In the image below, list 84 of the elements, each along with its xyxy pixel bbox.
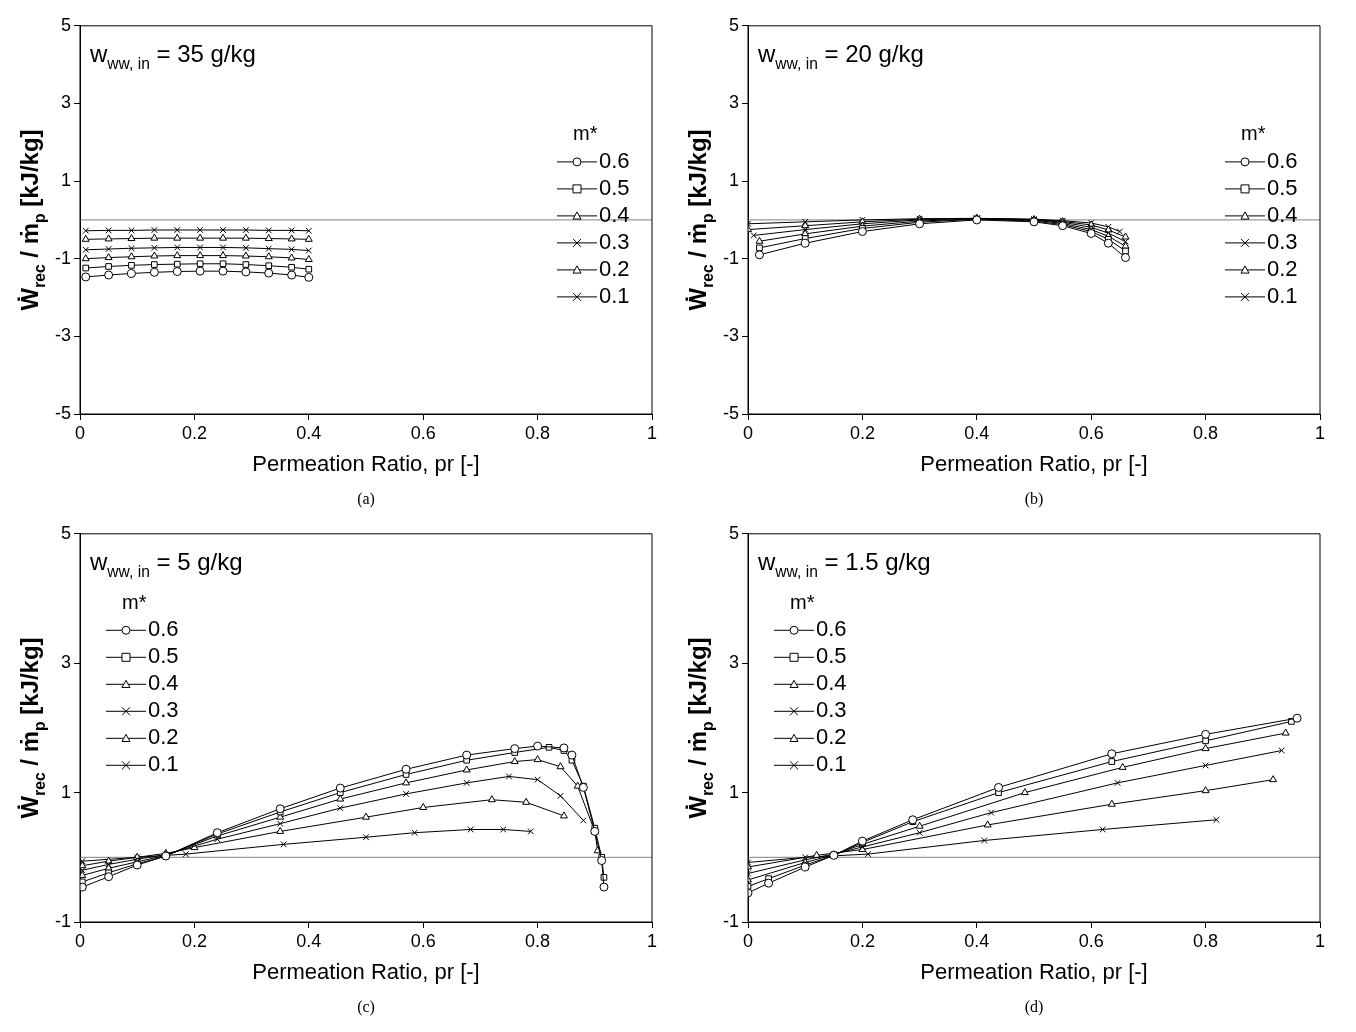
- legend-title: m*: [790, 590, 815, 613]
- x-tick-label: 0.8: [525, 422, 551, 443]
- x-tick-label: 1: [646, 422, 658, 443]
- legend-label: 0.2: [148, 724, 179, 750]
- legend-label: 0.6: [599, 147, 630, 173]
- y-tick-label: -3: [54, 325, 71, 346]
- legend-label: 0.3: [599, 228, 630, 254]
- y-axis-title: Ẇrec / ṁp [kJ/kg]: [16, 637, 49, 819]
- legend-label: 0.2: [816, 724, 847, 750]
- legend-label: 0.1: [1267, 282, 1298, 308]
- legend-label: 0.3: [816, 697, 847, 723]
- y-axis-title: Ẇrec / ṁp [kJ/kg]: [684, 129, 717, 311]
- x-tick-label: 0.2: [181, 930, 207, 951]
- x-tick-label: 0.8: [525, 930, 551, 951]
- y-tick-label: 1: [60, 170, 71, 191]
- y-tick-label: -1: [54, 247, 71, 268]
- y-tick-label: -5: [722, 402, 739, 423]
- y-axis-title: Ẇrec / ṁp [kJ/kg]: [684, 637, 717, 819]
- legend-label: 0.1: [816, 751, 847, 777]
- y-tick-label: 3: [728, 92, 739, 113]
- x-tick-label: 0: [743, 930, 754, 951]
- x-axis-title: Permeation Ratio, pr [-]: [252, 958, 480, 984]
- y-tick-label: -1: [722, 247, 739, 268]
- y-tick-label: 1: [728, 781, 739, 802]
- legend-label: 0.1: [148, 751, 179, 777]
- y-tick-label: 1: [728, 170, 739, 191]
- legend-label: 0.4: [599, 201, 630, 227]
- y-tick-label: 3: [60, 92, 71, 113]
- x-tick-label: 0.6: [1078, 930, 1104, 951]
- y-tick-label: -1: [54, 910, 71, 931]
- x-tick-label: 0.6: [410, 422, 436, 443]
- y-axis-title: Ẇrec / ṁp [kJ/kg]: [16, 129, 49, 311]
- x-tick-label: 1: [1314, 930, 1326, 951]
- legend-label: 0.3: [148, 697, 179, 723]
- y-tick-label: 1: [60, 781, 71, 802]
- x-tick-label: 0.4: [296, 930, 322, 951]
- x-tick-label: 0.6: [410, 930, 436, 951]
- x-axis-title: Permeation Ratio, pr [-]: [920, 450, 1148, 476]
- legend-label: 0.6: [148, 616, 179, 642]
- text: (a): [357, 490, 375, 508]
- legend-label: 0.4: [816, 670, 847, 696]
- x-tick-label: 0.4: [296, 422, 322, 443]
- legend-label: 0.5: [148, 643, 179, 669]
- x-tick-label: 0.2: [181, 422, 207, 443]
- legend-label: 0.3: [1267, 228, 1298, 254]
- y-tick-label: 5: [60, 14, 71, 35]
- y-tick-label: -3: [722, 325, 739, 346]
- legend-label: 0.1: [599, 282, 630, 308]
- legend-title: m*: [122, 590, 147, 613]
- y-tick-label: 5: [60, 522, 71, 543]
- legend-label: 0.6: [816, 616, 847, 642]
- legend-label: 0.6: [1267, 147, 1298, 173]
- legend-label: 0.5: [816, 643, 847, 669]
- x-tick-label: 1: [1314, 422, 1326, 443]
- y-tick-label: 5: [728, 522, 739, 543]
- x-tick-label: 0: [743, 422, 754, 443]
- x-tick-label: 0.6: [1078, 422, 1104, 443]
- y-tick-label: 5: [728, 14, 739, 35]
- legend-label: 0.4: [148, 670, 179, 696]
- x-tick-label: 0.8: [1193, 930, 1219, 951]
- y-tick-label: -5: [54, 402, 71, 423]
- x-tick-label: 0: [75, 930, 86, 951]
- y-tick-label: -1: [722, 910, 739, 931]
- legend-label: 0.5: [1267, 174, 1298, 200]
- x-axis-title: Permeation Ratio, pr [-]: [252, 450, 480, 476]
- x-tick-label: 0.8: [1193, 422, 1219, 443]
- x-tick-label: 0.2: [849, 422, 875, 443]
- legend-title: m*: [573, 122, 598, 145]
- legend-label: 0.2: [1267, 255, 1298, 281]
- y-tick-label: 3: [60, 652, 71, 673]
- text: (c): [357, 998, 375, 1016]
- legend-label: 0.5: [599, 174, 630, 200]
- y-tick-label: 3: [728, 652, 739, 673]
- text: (b): [1024, 490, 1044, 508]
- legend-label: 0.2: [599, 255, 630, 281]
- x-tick-label: 1: [646, 930, 658, 951]
- text: (d): [1024, 998, 1044, 1016]
- legend-title: m*: [1241, 122, 1266, 145]
- x-tick-label: 0.4: [964, 930, 990, 951]
- legend-label: 0.4: [1267, 201, 1298, 227]
- x-axis-title: Permeation Ratio, pr [-]: [920, 958, 1148, 984]
- x-tick-label: 0: [75, 422, 86, 443]
- x-tick-label: 0.4: [964, 422, 990, 443]
- x-tick-label: 0.2: [849, 930, 875, 951]
